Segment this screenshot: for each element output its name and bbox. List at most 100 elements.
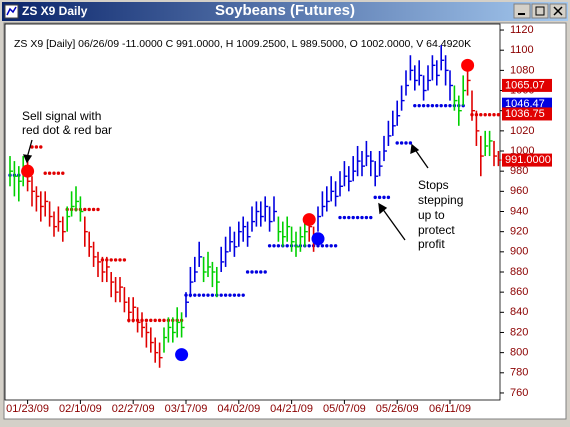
- arrow: [381, 207, 406, 241]
- stop-dot: [237, 293, 241, 297]
- stop-dot: [439, 103, 443, 108]
- stop-dot: [34, 145, 39, 149]
- ohlc-bar: [97, 251, 101, 278]
- x-tick-label: 02/27/09: [112, 403, 155, 415]
- annotation: stepping: [418, 193, 463, 207]
- stop-dot: [329, 244, 333, 248]
- ohlc-bar: [224, 236, 229, 267]
- ohlc-bar: [17, 166, 22, 202]
- x-tick-label: 06/11/09: [429, 403, 471, 415]
- stop-dot: [399, 141, 404, 145]
- signal-dot: [21, 164, 35, 178]
- stop-dot: [325, 244, 329, 248]
- ohlc-bar: [457, 95, 462, 126]
- ohlc-bar: [48, 201, 53, 227]
- stop-dot: [254, 270, 259, 274]
- ohlc-bar: [325, 186, 330, 212]
- ohlc-bar: [66, 206, 71, 232]
- ohlc-bar: [189, 266, 194, 298]
- stop-dot: [320, 244, 325, 248]
- ohlc-bar: [70, 191, 75, 217]
- x-tick-label: 04/21/09: [270, 403, 313, 415]
- stop-dot: [267, 244, 272, 248]
- ohlc-bar: [44, 191, 49, 217]
- minimize-button[interactable]: [513, 3, 531, 19]
- stop-dot: [263, 270, 267, 274]
- stop-dot: [413, 103, 417, 108]
- stop-dot: [333, 244, 338, 248]
- x-tick-label: 02/10/09: [59, 403, 102, 415]
- ohlc-bar: [321, 191, 326, 217]
- stop-dot: [197, 293, 201, 297]
- stop-dot: [492, 113, 496, 117]
- stop-dot: [382, 195, 386, 200]
- y-tick-label: 760: [510, 387, 528, 399]
- ohlc-bar: [374, 161, 379, 187]
- ohlc-bar: [493, 140, 497, 167]
- y-tick-label: 920: [510, 226, 528, 238]
- chart-title: Soybeans (Futures): [215, 2, 355, 19]
- stop-dot: [61, 171, 65, 175]
- ohlc-bar: [158, 342, 163, 368]
- ohlc-bar: [264, 196, 269, 222]
- stop-dot: [219, 293, 223, 297]
- x-tick-label: 05/26/09: [376, 403, 419, 415]
- ohlc-bar: [479, 135, 484, 177]
- y-tick-label: 880: [510, 266, 528, 278]
- ohlc-bar: [299, 226, 304, 252]
- stop-dot: [47, 171, 52, 175]
- annotation: up to: [418, 208, 445, 222]
- stop-dot: [241, 293, 245, 297]
- ohlc-bar: [295, 231, 299, 257]
- ohlc-bar: [242, 216, 247, 242]
- ohlc-bar: [352, 156, 357, 182]
- stop-dot: [417, 103, 421, 108]
- stop-dot: [245, 270, 250, 274]
- price-tag-label: 1036.75: [505, 108, 545, 120]
- maximize-button[interactable]: [531, 3, 549, 19]
- ohlc-bar: [207, 251, 211, 278]
- stop-dot: [487, 113, 492, 117]
- signal-dot: [175, 348, 189, 362]
- ohlc-bar: [13, 161, 18, 197]
- stop-dot: [351, 215, 355, 220]
- stop-dot: [307, 244, 311, 248]
- ohlc-bar: [114, 277, 119, 303]
- signal-dot: [302, 213, 316, 227]
- ohlc-bar: [106, 256, 110, 283]
- ohlc-bar: [145, 322, 150, 348]
- stop-dot: [39, 145, 43, 149]
- ohlc-bar: [167, 317, 172, 343]
- stop-dot: [421, 103, 426, 108]
- ohlc-bar: [79, 196, 84, 222]
- ohlc-bar: [53, 211, 57, 237]
- stop-dot: [201, 293, 206, 297]
- ohlc-bar: [281, 221, 286, 247]
- stop-dot: [355, 215, 360, 220]
- ohlc-bar: [365, 140, 370, 167]
- x-tick-label: 05/07/09: [323, 403, 366, 415]
- ohlc-bar: [453, 85, 458, 111]
- ohlc-bar: [185, 292, 189, 318]
- arrow-head: [378, 202, 388, 215]
- stop-dot: [347, 215, 351, 220]
- stop-dot: [483, 113, 487, 117]
- stop-dot: [193, 293, 197, 297]
- ohlc-bar: [273, 196, 277, 222]
- window-buttons: [513, 3, 567, 19]
- ohlc-bar: [427, 65, 431, 91]
- arrows: [22, 139, 429, 241]
- ohlc-bar: [251, 206, 255, 232]
- ohlc-bar: [422, 75, 427, 101]
- ohlc-bar: [444, 55, 449, 86]
- stop-dot: [426, 103, 430, 108]
- stop-dot: [448, 103, 452, 108]
- ohlc-bar: [387, 120, 392, 146]
- stop-dot: [87, 207, 91, 212]
- y-tick-label: 1120: [510, 24, 534, 36]
- annotation: profit: [418, 237, 445, 251]
- stop-dot: [479, 113, 483, 117]
- ohlc-bar: [123, 287, 128, 313]
- ohlc-bar: [88, 231, 93, 257]
